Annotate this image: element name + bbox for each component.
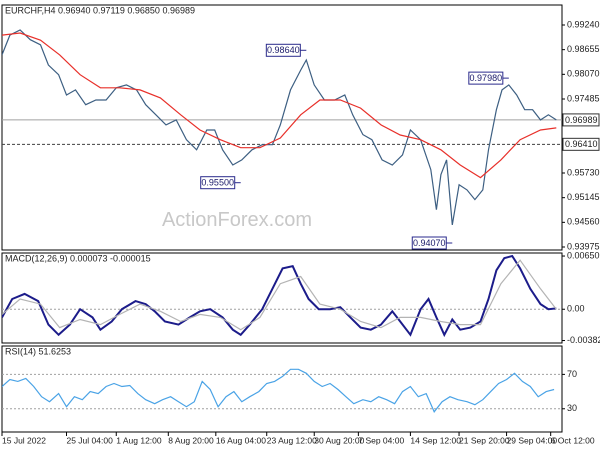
x-tick-label: 6 Oct 12:00 xyxy=(551,435,595,445)
price-label: 0.96410 xyxy=(565,139,598,149)
price-label-box xyxy=(562,137,600,151)
x-tick-label: 25 Jul 04:00 xyxy=(66,435,113,445)
y-tick-label: 0.97485 xyxy=(567,93,600,103)
plot xyxy=(2,254,557,338)
y-tick-label: 0.93975 xyxy=(567,241,600,251)
annotation-label: 0.95500 xyxy=(201,178,234,188)
x-tick-label: 1 Aug 12:00 xyxy=(116,435,162,445)
panel-title: RSI(14) 51.6253 xyxy=(5,346,71,356)
x-tick-label: 29 Sep 04:00 xyxy=(507,435,558,445)
y-tick-label: 0.94560 xyxy=(567,217,600,227)
y-tick-label: 0.95730 xyxy=(567,167,600,177)
y-tick-label: 30 xyxy=(567,403,577,413)
series-line xyxy=(2,368,555,413)
annotation-label: 0.97980 xyxy=(470,73,503,83)
plot xyxy=(2,368,555,413)
y-tick-label: 70 xyxy=(567,369,577,379)
x-tick-label: 16 Aug 04:00 xyxy=(216,435,266,445)
x-tick-label: 30 Aug 20:00 xyxy=(314,435,364,445)
price-label: 0.96989 xyxy=(565,115,598,125)
annotation-box xyxy=(411,236,447,250)
x-tick-label: 8 Aug 20:00 xyxy=(168,435,214,445)
y-tick-label: 0.006509 xyxy=(567,250,600,260)
y-tick-label: 0.99240 xyxy=(567,19,600,29)
y-tick-label: 0.98070 xyxy=(567,69,600,79)
panel-title: EURCHF,H4 0.96940 0.97119 0.96850 0.9698… xyxy=(5,5,195,15)
price-label-box xyxy=(562,113,600,127)
x-tick-label: 7 Sep 04:00 xyxy=(358,435,404,445)
annotation-box xyxy=(200,176,236,190)
y-tick-label: 0.98655 xyxy=(567,44,600,54)
series-line xyxy=(2,29,557,226)
annotation-box xyxy=(265,43,301,57)
panel-frame xyxy=(1,345,563,433)
x-tick-label: 21 Sep 20:00 xyxy=(459,435,510,445)
x-tick-label: 23 Aug 12:00 xyxy=(267,435,317,445)
x-tick-label: 15 Jul 2022 xyxy=(2,435,46,445)
x-tick-label: 14 Sep 12:00 xyxy=(410,435,461,445)
annotation-label: 0.94070 xyxy=(413,238,446,248)
panel-frame xyxy=(1,252,563,344)
series-line xyxy=(2,32,557,179)
plot xyxy=(2,29,557,226)
panel-title: MACD(12,26,9) 0.000073 -0.000015 xyxy=(5,253,151,263)
annotation-label: 0.98640 xyxy=(267,45,300,55)
y-tick-label: -0.003828 xyxy=(567,335,600,345)
series-line xyxy=(2,259,557,331)
panel-frame xyxy=(1,4,563,251)
y-tick-label: 0.95145 xyxy=(567,192,600,202)
annotation-box xyxy=(468,71,504,85)
y-tick-label: 0.00 xyxy=(567,304,585,314)
series-line xyxy=(2,254,557,338)
watermark: ActionForex.com xyxy=(162,209,312,231)
